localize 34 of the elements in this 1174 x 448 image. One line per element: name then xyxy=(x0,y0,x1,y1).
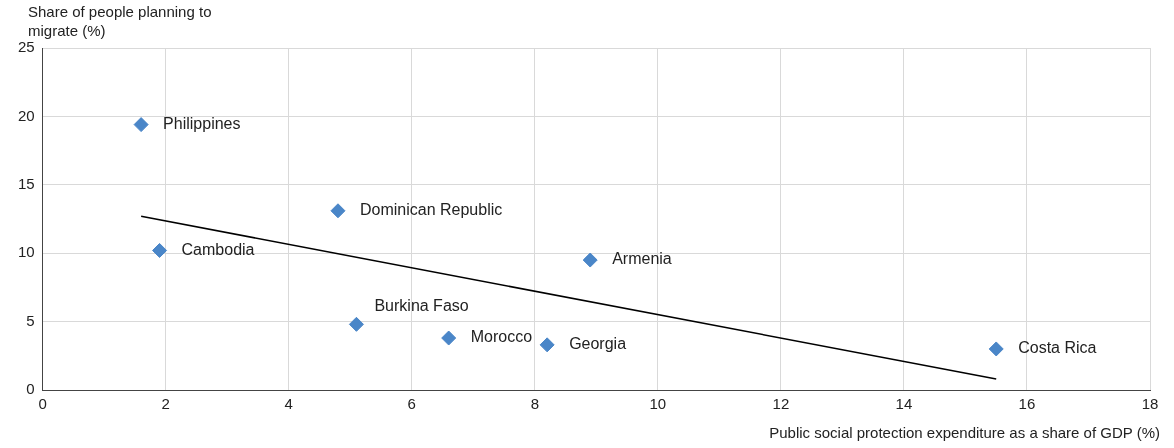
annotation: Costa Rica xyxy=(1018,339,1097,357)
point xyxy=(330,203,346,219)
x-tick-label: 4 xyxy=(284,395,293,413)
point xyxy=(441,330,457,346)
x-tick-label: 12 xyxy=(772,395,790,413)
x-tick-label: 8 xyxy=(530,395,539,413)
y-tick-label: 10 xyxy=(18,243,35,261)
annotation: Morocco xyxy=(470,328,533,346)
y-tick-label: 15 xyxy=(18,174,35,192)
point xyxy=(152,242,168,258)
x-tick-label: 0 xyxy=(38,395,47,413)
point xyxy=(988,341,1004,357)
annotation: Cambodia xyxy=(181,240,255,258)
point xyxy=(539,337,555,353)
point xyxy=(348,316,364,332)
x-tick-label: 10 xyxy=(649,395,667,413)
y-tick-label: 25 xyxy=(18,38,35,56)
y-tick-label: 0 xyxy=(26,380,35,398)
point xyxy=(133,117,149,133)
x-tick-label: 18 xyxy=(1141,395,1159,413)
annotation: Philippines xyxy=(163,115,241,133)
annotation: Dominican Republic xyxy=(359,201,503,219)
annotation: Burkina Faso xyxy=(374,296,469,314)
y-tick-label: 20 xyxy=(18,106,35,124)
x-tick-label: 16 xyxy=(1018,395,1036,413)
x-tick-label: 14 xyxy=(895,395,913,413)
y-tick-label: 5 xyxy=(26,311,35,329)
x-tick-label: 2 xyxy=(161,395,170,413)
y-axis-title: Share of people planning to migrate (%) xyxy=(28,2,213,40)
point xyxy=(582,252,598,268)
x-axis-title: Public social protection expenditure as a share of GDP (%) xyxy=(769,424,1160,441)
annotation: Armenia xyxy=(612,250,672,268)
annotation: Georgia xyxy=(569,335,627,353)
x-tick-label: 6 xyxy=(407,395,416,413)
